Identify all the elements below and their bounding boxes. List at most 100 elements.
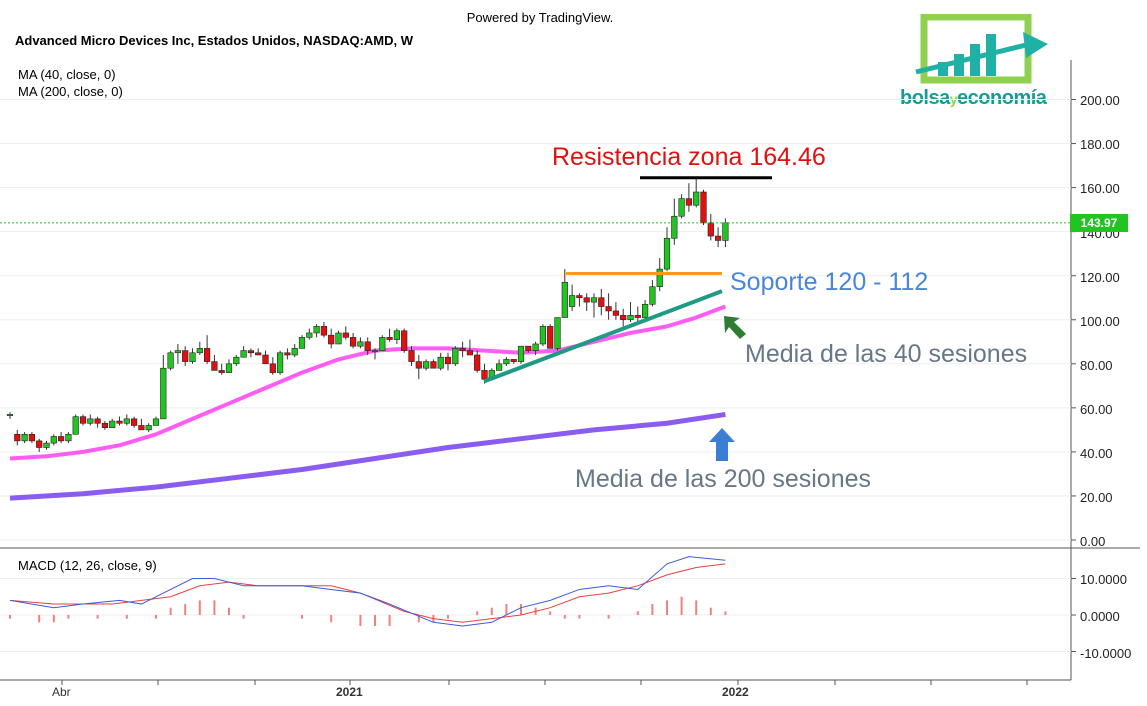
candle-body [233,356,240,365]
candle-body [72,416,79,435]
candle-body [671,215,678,239]
candle-body [517,345,525,362]
candle-body [547,326,554,349]
candle-body [459,348,466,351]
price-tick-200: 200.00 [1080,93,1120,108]
time-label-2021: 2021 [336,685,363,699]
candle-body [532,343,539,351]
candle-body [160,367,167,420]
candle-body [189,352,196,362]
blue-arrow-icon [709,428,735,461]
candle-body [57,436,65,442]
candle-body [123,418,130,424]
macd-signal-line [9,563,726,623]
candle-body [605,306,612,312]
candle-body [503,359,510,365]
price-tick-180: 180.00 [1080,137,1120,152]
candle-body [393,330,401,340]
candle-body [685,198,692,206]
candle-body [678,198,685,217]
candle-body [634,315,641,318]
logo-word-economia: economía [957,87,1047,109]
candle-body [357,341,364,347]
candle-body [401,330,408,351]
candle-body [94,418,101,424]
macd-tick-10: 10.0000 [1080,572,1127,587]
indicator-ma40-label: MA (40, close, 0) [18,67,116,82]
candle-body [276,352,284,373]
candle-body [386,337,393,340]
candle-body [109,420,116,428]
time-label-abr: Abr [52,685,71,699]
macd-line [9,556,726,627]
candle-body [583,297,590,303]
candle-body [196,348,203,354]
candle-body [218,370,225,373]
time-label-2022: 2022 [722,685,749,699]
candle-body [364,341,371,351]
price-tick-0: 0.00 [1080,534,1106,549]
candle-body [116,420,123,424]
price-tick-160: 160.00 [1080,181,1120,196]
candle-body [576,295,583,299]
candle-body [255,352,262,356]
candle-body [36,440,43,448]
price-tick-100: 100.00 [1080,314,1120,329]
candle-body [167,352,174,369]
macd-tick-0: 0.0000 [1080,609,1120,624]
candle-body [656,268,663,288]
candle-body [539,326,546,345]
price-tick-80: 80.00 [1080,358,1113,373]
candle-body [525,345,532,351]
candle-body [145,425,152,431]
candle-body [320,326,328,336]
candle-body [554,317,561,349]
price-tick-120: 120.00 [1080,270,1120,285]
candle-body [568,295,576,307]
candle-body [714,235,722,241]
candle-body [284,352,291,356]
candle-body [131,418,138,426]
candle-body [298,337,306,349]
symbol-title: Advanced Micro Devices Inc, Estados Unid… [15,33,414,48]
indicator-ma200-label: MA (200, close, 0) [18,84,123,99]
candle-body [620,315,627,321]
price-tick-20: 20.00 [1080,490,1113,505]
price-tick-40: 40.00 [1080,446,1113,461]
candle-body [590,297,598,303]
candle-body [641,304,649,318]
ma40-annotation: Media de las 40 sesiones [745,340,1028,368]
bolsa-y-economia-logo: bolsayeconomía [900,13,1055,114]
logo-graphic [915,13,1048,84]
candle-body [43,442,50,448]
candle-body [174,350,182,354]
candle-body [247,350,255,354]
macd-indicator-label: MACD (12, 26, close, 9) [18,558,157,573]
green-arrow-icon [724,316,746,339]
candle-body [510,359,517,362]
candle-body [65,433,72,442]
candle-body [6,414,14,416]
candle-body [437,356,444,369]
powered-by-text: Powered by TradingView. [466,10,614,25]
candle-body [649,286,656,305]
candle-body [430,361,437,369]
candle-body [408,350,415,362]
candle-body [371,350,379,353]
candle-body [240,350,247,358]
candle-body [14,433,21,442]
candle-body [291,348,298,356]
candle-body [306,332,313,338]
candle-body [700,191,707,224]
ma200-annotation: Media de las 200 sesiones [575,465,872,493]
candle-body [693,191,700,206]
macd-tick-minus10: -10.0000 [1080,646,1132,661]
candle-body [313,326,320,334]
resistance-annotation: Resistencia zona 164.46 [552,143,826,171]
candle-body [474,354,481,371]
candle-body [452,348,459,365]
ma200-line [9,411,726,501]
candle-body [211,361,218,371]
candle-body [722,222,729,241]
